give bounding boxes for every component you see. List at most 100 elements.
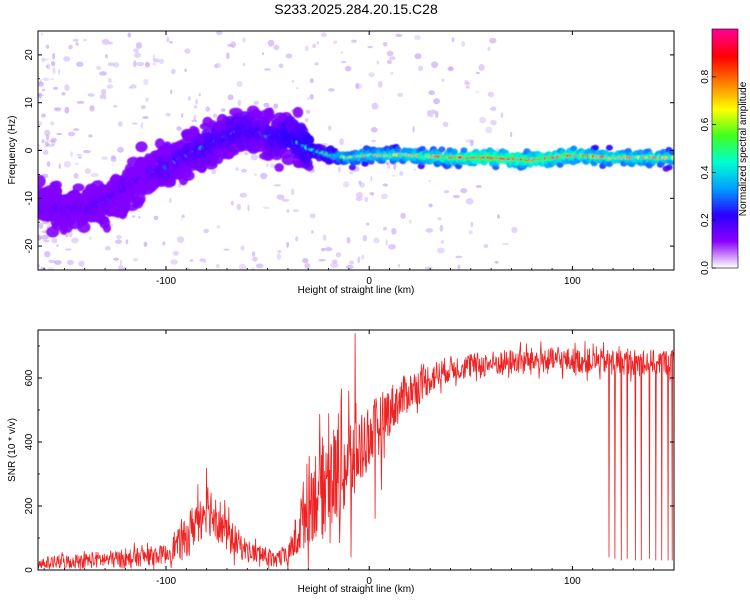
noise-blob: [332, 40, 338, 44]
colorbar-step: [712, 74, 738, 78]
colorbar-step: [712, 214, 738, 217]
noise-blob: [42, 77, 50, 82]
noise-blob: [129, 84, 137, 89]
noise-blob: [239, 192, 248, 198]
ridge-blob: [304, 163, 314, 171]
noise-blob: [187, 96, 191, 101]
noise-blob: [145, 97, 149, 102]
noise-blob: [465, 198, 474, 205]
noise-blob: [125, 239, 129, 245]
noise-blob: [437, 217, 442, 221]
noise-blob: [433, 98, 440, 105]
noise-blob: [142, 116, 149, 119]
ridge-blob: [73, 192, 83, 200]
y-tick-label: 20: [24, 49, 35, 61]
colorbar-tick-label: 0.2: [700, 213, 711, 227]
colorbar-step: [712, 244, 738, 247]
ridge-blob: [135, 192, 146, 205]
noise-blob: [216, 225, 220, 229]
noise-blob: [68, 44, 73, 50]
ridge-blob: [281, 154, 296, 166]
noise-blob: [370, 127, 378, 133]
noise-blob: [457, 264, 461, 270]
noise-blob: [358, 180, 362, 185]
noise-blob: [343, 181, 350, 188]
colorbar-step: [712, 100, 738, 104]
noise-blob: [285, 53, 293, 59]
noise-blob: [180, 218, 183, 221]
noise-blob: [373, 237, 380, 244]
noise-blob: [44, 129, 51, 137]
noise-blob: [143, 241, 148, 247]
ridge-blob: [592, 144, 599, 151]
ridge-blob: [168, 176, 177, 187]
y-tick-label: -10: [24, 191, 35, 206]
ridge-blob: [38, 174, 46, 188]
noise-blob: [76, 153, 83, 156]
colorbar-step: [712, 42, 738, 46]
noise-blob: [449, 66, 453, 70]
noise-blob: [393, 163, 397, 170]
colorbar-step: [712, 122, 738, 126]
noise-blob: [143, 78, 149, 86]
spectrogram-ridge: [38, 105, 674, 238]
noise-blob: [104, 54, 109, 59]
noise-blob: [184, 48, 191, 54]
noise-blob: [96, 66, 102, 70]
noise-blob: [382, 42, 388, 47]
noise-blob: [113, 257, 119, 261]
colorbar-step: [712, 52, 738, 56]
ridge-blob: [605, 144, 613, 151]
colorbar-step: [712, 88, 738, 92]
colorbar-step: [712, 202, 738, 205]
colorbar-step: [712, 188, 738, 191]
colorbar-step: [712, 246, 738, 249]
noise-blob: [212, 113, 218, 118]
noise-blob: [304, 263, 311, 269]
noise-blob: [38, 235, 42, 241]
snr-ylabel: SNR (10 * v/v): [7, 418, 18, 482]
ridge-blob: [570, 145, 578, 152]
colorbar-step: [712, 156, 738, 160]
colorbar-step: [712, 40, 738, 44]
x-tick-label: 100: [564, 276, 581, 287]
colorbar-step: [712, 110, 738, 114]
colorbar-step: [712, 238, 738, 241]
noise-blob: [455, 255, 463, 259]
noise-blob: [500, 112, 504, 119]
noise-blob: [345, 65, 352, 72]
snr-marks: [38, 333, 674, 570]
noise-blob: [398, 263, 401, 268]
noise-blob: [169, 197, 172, 204]
noise-blob: [487, 46, 491, 51]
colorbar-gradient: [712, 29, 738, 269]
colorbar-step: [712, 242, 738, 245]
noise-blob: [320, 32, 327, 38]
noise-blob: [47, 267, 55, 270]
colorbar-step: [712, 174, 738, 177]
noise-blob: [341, 60, 346, 64]
colorbar-step: [712, 222, 738, 225]
noise-blob: [362, 235, 367, 242]
x-tick-label: -100: [156, 276, 176, 287]
noise-blob: [56, 244, 59, 247]
colorbar-step: [712, 150, 738, 154]
ridge-blob: [361, 160, 369, 167]
spectrogram-marks: [38, 31, 674, 270]
colorbar-step: [712, 230, 738, 233]
noise-blob: [357, 256, 361, 264]
noise-blob: [38, 93, 41, 97]
colorbar-step: [712, 172, 738, 175]
noise-blob: [172, 250, 179, 256]
noise-blob: [385, 239, 388, 246]
noise-blob: [115, 239, 122, 244]
colorbar-step: [712, 54, 738, 58]
colorbar-step: [712, 68, 738, 72]
noise-blob: [322, 234, 327, 241]
noise-blob: [371, 192, 374, 197]
colorbar-step: [712, 158, 738, 162]
noise-blob: [43, 239, 50, 243]
x-tick-label: 100: [564, 576, 581, 587]
colorbar-step: [712, 168, 738, 172]
colorbar-step: [712, 132, 738, 136]
